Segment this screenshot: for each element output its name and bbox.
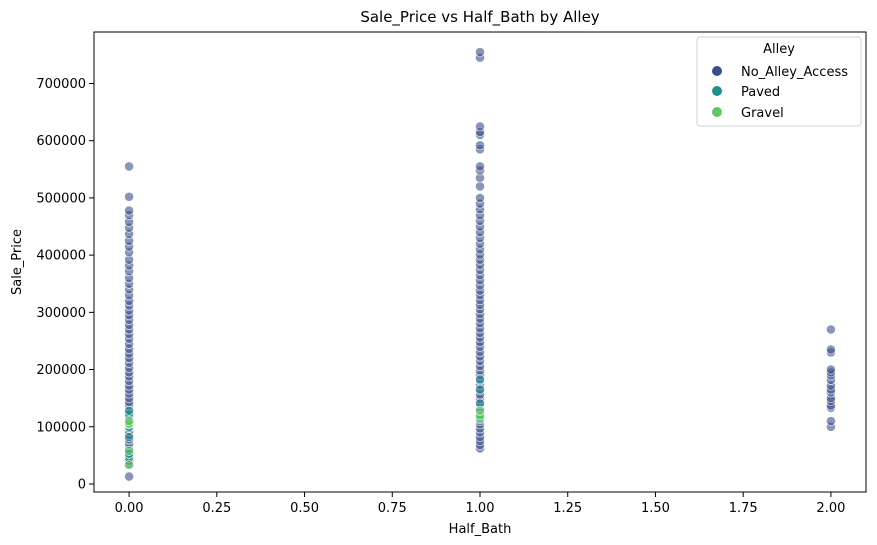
point-no-alley-access xyxy=(826,344,836,355)
point-no-alley-access xyxy=(826,416,836,426)
legend-label-no-alley-access: No_Alley_Access xyxy=(741,65,848,80)
point-no-alley-access xyxy=(475,47,485,57)
legend-marker-gravel xyxy=(712,107,722,117)
x-tick-label: 0.75 xyxy=(378,501,407,516)
point-paved xyxy=(124,432,134,442)
x-tick-label: 0.50 xyxy=(290,501,319,516)
y-tick-label: 200000 xyxy=(36,363,86,378)
point-paved xyxy=(124,405,134,416)
point-gravel xyxy=(124,460,134,471)
point-no-alley-access xyxy=(826,364,836,375)
y-tick-label: 600000 xyxy=(36,134,86,149)
legend-label-paved: Paved xyxy=(741,85,780,100)
x-tick-label: 0.25 xyxy=(202,501,231,516)
legend-label-gravel: Gravel xyxy=(741,106,784,121)
legend-title: Alley xyxy=(763,42,795,57)
x-tick-label: 2.00 xyxy=(816,501,845,516)
point-no-alley-access xyxy=(124,191,134,202)
x-tick-label: 1.25 xyxy=(553,501,582,516)
point-no-alley-access xyxy=(826,324,836,335)
point-no-alley-access xyxy=(475,121,485,132)
x-axis: 0.00 0.25 0.50 0.75 1.00 1.25 1.50 1.75 2.00 xyxy=(115,492,845,516)
y-tick-label: 0 xyxy=(78,477,86,492)
y-tick-label: 100000 xyxy=(36,420,86,435)
legend-box xyxy=(696,36,862,127)
legend: Alley No_Alley_Access Paved Gravel xyxy=(696,36,862,127)
y-tick-label: 700000 xyxy=(36,77,86,92)
point-no-alley-access xyxy=(475,161,485,172)
chart-title: Sale_Price vs Half_Bath by Alley xyxy=(360,8,599,27)
x-axis-label: Half_Bath xyxy=(449,522,512,537)
x-tick-label: 0.00 xyxy=(115,501,144,516)
y-axis-label: Sale_Price xyxy=(10,229,25,295)
x-tick-label: 1.75 xyxy=(729,501,758,516)
point-paved xyxy=(475,384,485,395)
point-no-alley-access xyxy=(475,193,485,203)
point-no-alley-access xyxy=(475,181,485,192)
x-tick-label: 1.50 xyxy=(641,501,670,516)
y-tick-label: 400000 xyxy=(36,249,86,264)
legend-marker-paved xyxy=(712,86,722,96)
point-no-alley-access xyxy=(475,140,485,151)
y-axis: 0 100000 200000 300000 400000 500000 600000 700… xyxy=(36,77,94,492)
point-no-alley-access xyxy=(124,205,134,216)
point-gravel xyxy=(124,416,134,426)
point-gravel xyxy=(124,445,134,456)
point-paved xyxy=(475,374,485,385)
points-layer xyxy=(124,47,836,482)
legend-marker-no-alley-access xyxy=(712,66,722,76)
y-tick-label: 500000 xyxy=(36,191,86,206)
x-tick-label: 1.00 xyxy=(466,501,495,516)
point-no-alley-access xyxy=(124,471,134,482)
point-no-alley-access xyxy=(124,161,134,172)
point-gravel xyxy=(475,405,485,416)
y-tick-label: 300000 xyxy=(36,306,86,321)
